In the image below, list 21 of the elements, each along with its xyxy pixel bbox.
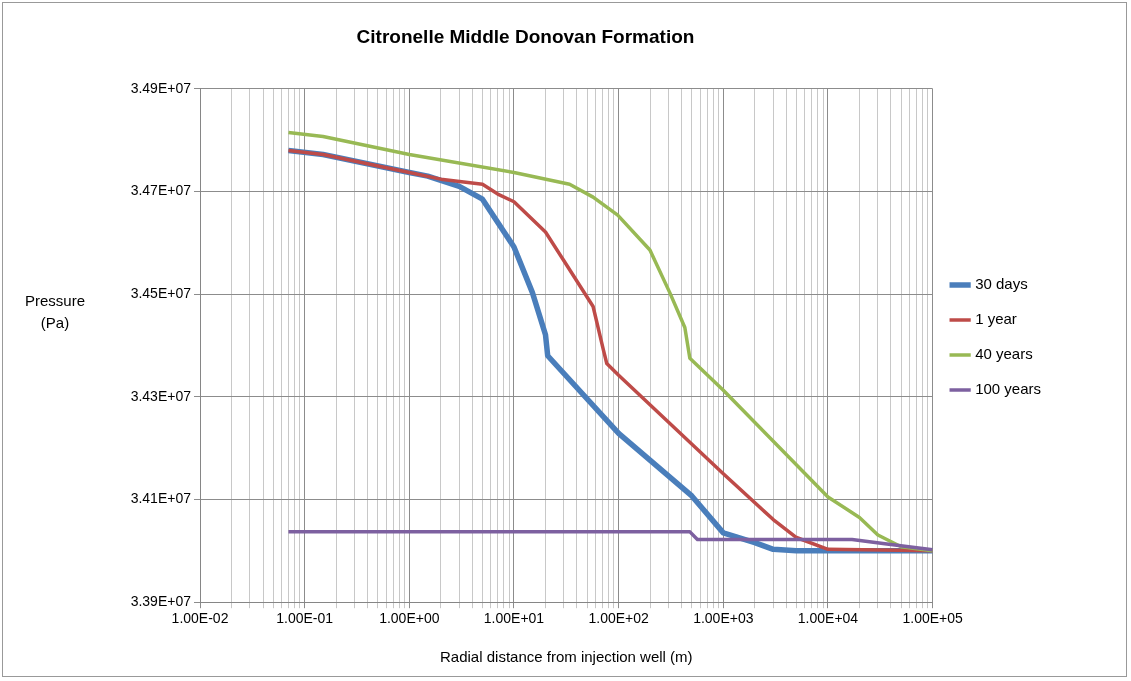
x-tick-label: 1.00E-02 xyxy=(171,610,229,627)
legend-label: 30 days xyxy=(975,275,1028,293)
x-tick-label: 1.00E+05 xyxy=(902,610,963,627)
legend-label: 1 year xyxy=(975,310,1017,328)
x-tick-label: 1.00E+00 xyxy=(379,610,440,627)
y-tick-label: 3.45E+07 xyxy=(130,285,192,302)
legend-label: 40 years xyxy=(975,345,1033,363)
y-tick-label: 3.39E+07 xyxy=(130,593,192,610)
x-tick-label: 1.00E-01 xyxy=(276,610,334,627)
x-tick-label: 1.00E+04 xyxy=(797,610,859,627)
y-axis-title: Pressure (Pa) xyxy=(24,291,86,333)
y-tick-label: 3.47E+07 xyxy=(130,182,192,199)
y-tick-label: 3.49E+07 xyxy=(130,79,192,96)
x-tick-label: 1.00E+02 xyxy=(588,610,650,627)
chart-title: Citronelle Middle Donovan Formation xyxy=(356,25,695,47)
legend-label: 100 years xyxy=(975,380,1041,398)
x-tick-label: 1.00E+03 xyxy=(693,610,754,627)
x-tick-label: 1.00E+01 xyxy=(483,610,545,627)
y-tick-label: 3.41E+07 xyxy=(130,490,192,507)
x-axis-title: Radial distance from injection well (m) xyxy=(440,648,693,666)
y-tick-label: 3.43E+07 xyxy=(130,387,192,404)
